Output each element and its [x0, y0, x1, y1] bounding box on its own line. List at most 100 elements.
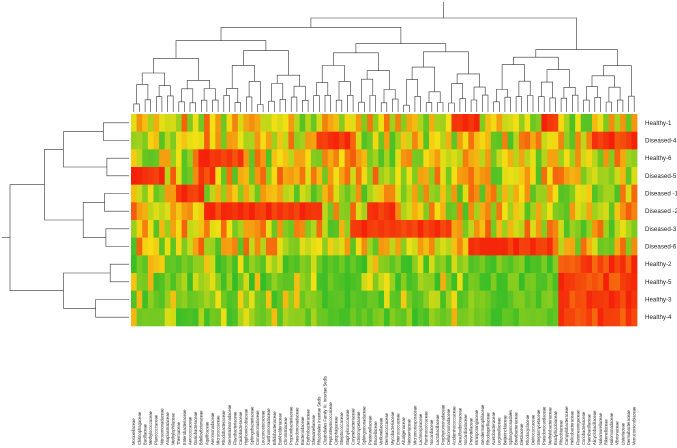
heatmap-cell: [367, 184, 374, 203]
heatmap-cell: [322, 220, 329, 238]
heatmap-cell: [198, 184, 205, 203]
heatmap-cell: [282, 220, 289, 238]
heatmap-cell: [586, 167, 593, 185]
heatmap-cell: [187, 308, 194, 327]
heatmap-cell: [220, 184, 227, 203]
heatmap-cell: [592, 167, 599, 185]
heatmap-cell: [496, 114, 503, 132]
column-label: Aeromonadaceae: [210, 412, 215, 445]
heatmap-cell: [243, 273, 250, 291]
heatmap-cell: [142, 184, 149, 203]
heatmap-cell: [400, 255, 407, 274]
heatmap-cell: [603, 167, 610, 185]
heatmap-cell: [580, 149, 587, 168]
heatmap-cell: [310, 202, 317, 221]
heatmap-cell: [440, 167, 447, 185]
heatmap-cell: [243, 149, 250, 168]
heatmap-cell: [288, 220, 295, 238]
heatmap-cell: [327, 255, 334, 274]
heatmap-cell: [288, 184, 295, 203]
heatmap-cell: [631, 290, 638, 309]
heatmap-cell: [547, 290, 554, 309]
heatmap-cell: [215, 202, 222, 221]
heatmap-cell: [232, 220, 239, 238]
heatmap-cell: [361, 202, 368, 221]
heatmap-cell: [614, 149, 621, 168]
heatmap-cell: [367, 255, 374, 274]
heatmap-cell: [131, 273, 138, 291]
heatmap-cell: [417, 273, 424, 291]
heatmap-cell: [580, 167, 587, 185]
heatmap-cell: [277, 184, 284, 203]
heatmap-cell: [457, 290, 464, 309]
heatmap-cell: [535, 290, 542, 309]
column-label: Nakamurellaceae: [598, 412, 603, 445]
heatmap-cell: [400, 220, 407, 238]
heatmap-cell: [209, 308, 216, 327]
heatmap-cell: [384, 220, 391, 238]
heatmap-cell: [198, 255, 205, 274]
heatmap-cell: [479, 237, 486, 256]
heatmap-cell: [339, 184, 346, 203]
heatmap-cell: [434, 308, 441, 327]
heatmap-cell: [198, 220, 205, 238]
heatmap-cell: [406, 202, 413, 221]
heatmap-cell: [344, 290, 351, 309]
heatmap-cell: [384, 202, 391, 221]
heatmap-cell: [468, 184, 475, 203]
heatmap-cell: [507, 202, 514, 221]
heatmap-cell: [316, 290, 323, 309]
heatmap-cell: [558, 202, 565, 221]
heatmap-cell: [350, 167, 357, 185]
heatmap-cell: [198, 149, 205, 168]
heatmap-cell: [378, 290, 385, 309]
heatmap-cell: [209, 220, 216, 238]
heatmap-cell: [361, 308, 368, 327]
heatmap-cell: [552, 114, 559, 132]
heatmap-cell: [603, 202, 610, 221]
heatmap-cell: [164, 114, 171, 132]
heatmap-cell: [440, 220, 447, 238]
heatmap-cell: [170, 237, 177, 256]
heatmap-cell: [147, 290, 154, 309]
heatmap-cell: [136, 184, 143, 203]
column-dendrogram-branch: [141, 72, 165, 86]
heatmap-cell: [344, 273, 351, 291]
heatmap-cell: [316, 131, 323, 150]
row-label: Diseased-3: [645, 226, 677, 233]
heatmap-cell: [237, 237, 244, 256]
heatmap-cell: [473, 290, 480, 309]
heatmap-cell: [282, 290, 289, 309]
heatmap-cell: [159, 184, 166, 203]
heatmap-cell: [502, 167, 509, 185]
heatmap-cell: [400, 184, 407, 203]
heatmap-cell: [215, 308, 222, 327]
column-dendrogram-branch: [156, 96, 163, 112]
heatmap-cell: [518, 220, 525, 238]
heatmap-cell: [299, 220, 306, 238]
column-label: Enterococcaceae: [396, 413, 401, 445]
heatmap-cell: [220, 167, 227, 185]
heatmap-cell: [339, 308, 346, 327]
heatmap-cell: [277, 131, 284, 150]
heatmap-cell: [462, 114, 469, 132]
column-dendrogram-branch: [496, 89, 508, 102]
heatmap-cell: [513, 290, 520, 309]
heatmap-cell: [131, 220, 138, 238]
heatmap-cell: [496, 290, 503, 309]
heatmap-cell: [451, 167, 458, 185]
heatmap-cell: [541, 308, 548, 327]
heatmap-cell: [215, 237, 222, 256]
heatmap-cell: [378, 184, 385, 203]
heatmap-cell: [204, 149, 211, 168]
heatmap-cell: [563, 149, 570, 168]
column-dendrogram-branch: [594, 97, 601, 112]
row-label: Diseased-4: [645, 138, 677, 145]
heatmap-cell: [384, 273, 391, 291]
heatmap-cell: [181, 114, 188, 132]
heatmap-cell: [603, 273, 610, 291]
heatmap-cell: [327, 308, 334, 327]
heatmap-cell: [305, 202, 312, 221]
heatmap-cell: [249, 202, 256, 221]
heatmap-cell: [316, 273, 323, 291]
